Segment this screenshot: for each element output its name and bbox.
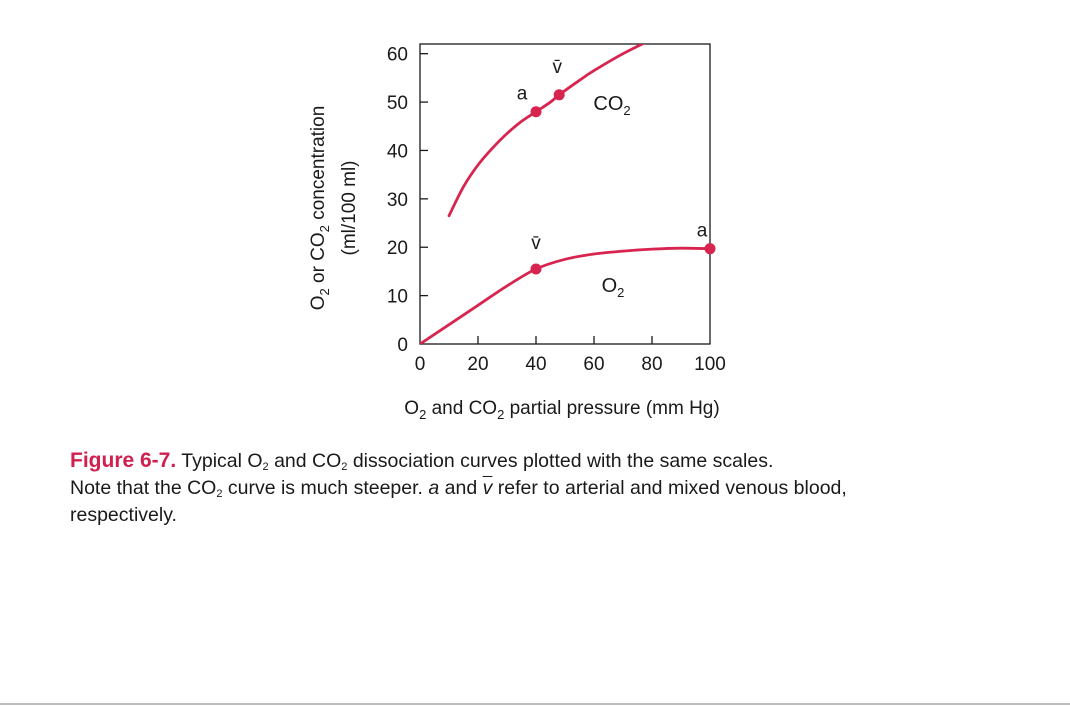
y-tick-label: 40 (387, 141, 408, 162)
y-axis-title-line2: (ml/100 ml) (339, 160, 360, 255)
dissociation-chart: 0 20 40 60 80 100 0 10 20 30 40 50 60 a v̄ CO2 v̄ a O2 O2… (308, 43, 726, 422)
x-tick-label: 60 (583, 354, 604, 375)
figure-caption: Figure 6-7. Typical O2 and CO2 dissociat… (70, 447, 1030, 529)
data-point (553, 89, 565, 101)
caption-line-1: Figure 6-7. Typical O2 and CO2 dissociat… (70, 449, 774, 473)
point-label: a (697, 221, 708, 242)
y-axis-title-line1: O2 or CO2 concentration (308, 106, 332, 311)
y-tick-label: 30 (387, 190, 408, 211)
x-tick-label: 100 (694, 354, 726, 375)
series-line (447, 44, 646, 218)
point-label: a (517, 84, 528, 105)
x-tick-label: 0 (415, 354, 426, 375)
series-0: a v̄ CO2 (447, 44, 646, 218)
data-point (530, 106, 542, 118)
y-tick-label: 60 (387, 45, 408, 66)
axis-ticks: 0 20 40 60 80 100 0 10 20 30 40 50 60 (387, 45, 726, 375)
figure-label: Figure 6-7. (70, 449, 177, 472)
series-layer: a v̄ CO2 v̄ a O2 (420, 44, 716, 344)
y-tick-label: 50 (387, 93, 408, 114)
bottom-divider (0, 703, 1070, 705)
x-tick-label: 40 (525, 354, 546, 375)
y-tick-label: 20 (387, 238, 408, 259)
point-label: v̄ (552, 57, 562, 78)
series-label: CO2 (593, 93, 630, 118)
series-line (420, 246, 710, 344)
caption-line-3: respectively. (70, 504, 177, 526)
series-label: O2 (602, 275, 625, 300)
plot-border (419, 43, 711, 345)
x-tick-label: 80 (641, 354, 662, 375)
plot-frame (419, 43, 711, 345)
y-tick-label: 0 (397, 335, 408, 356)
x-tick-label: 20 (467, 354, 488, 375)
y-tick-label: 10 (387, 287, 408, 308)
data-point (704, 243, 716, 255)
point-label: v̄ (531, 233, 541, 254)
series-1: v̄ a O2 (420, 221, 716, 344)
caption-line-2: Note that the CO2 curve is much steeper.… (70, 477, 847, 500)
data-point (530, 263, 542, 275)
x-axis-title: O2 and CO2 partial pressure (mm Hg) (404, 398, 719, 422)
